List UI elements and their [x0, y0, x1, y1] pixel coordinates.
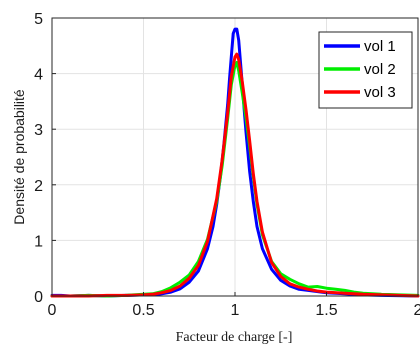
legend-label: vol 1 — [364, 38, 396, 55]
y-tick-label: 3 — [34, 122, 43, 139]
y-tick-label: 4 — [34, 67, 43, 84]
legend-label: vol 3 — [364, 84, 396, 101]
series-lines — [50, 27, 420, 298]
y-tick-label: 0 — [34, 289, 43, 306]
legend: vol 1 vol 2 vol 3 — [318, 31, 413, 109]
x-tick-label: 0 — [48, 302, 57, 319]
y-tick-label: 1 — [34, 233, 43, 250]
x-tick-label: 1.5 — [315, 302, 337, 319]
x-tick-label: 0.5 — [132, 302, 154, 319]
y-tick-label: 5 — [34, 11, 43, 28]
axis-ticks: 0 0.5 1 1.5 2 0 1 2 3 4 5 — [34, 11, 420, 319]
legend-label: vol 2 — [364, 61, 396, 78]
x-axis-title: Facteur de charge [-] — [176, 330, 293, 345]
series-line-vol-3 — [50, 52, 420, 298]
y-axis-title: Densité de probabilité — [11, 89, 27, 225]
x-tick-label: 2 — [414, 302, 420, 319]
y-tick-label: 2 — [34, 178, 43, 195]
x-tick-label: 1 — [231, 302, 240, 319]
